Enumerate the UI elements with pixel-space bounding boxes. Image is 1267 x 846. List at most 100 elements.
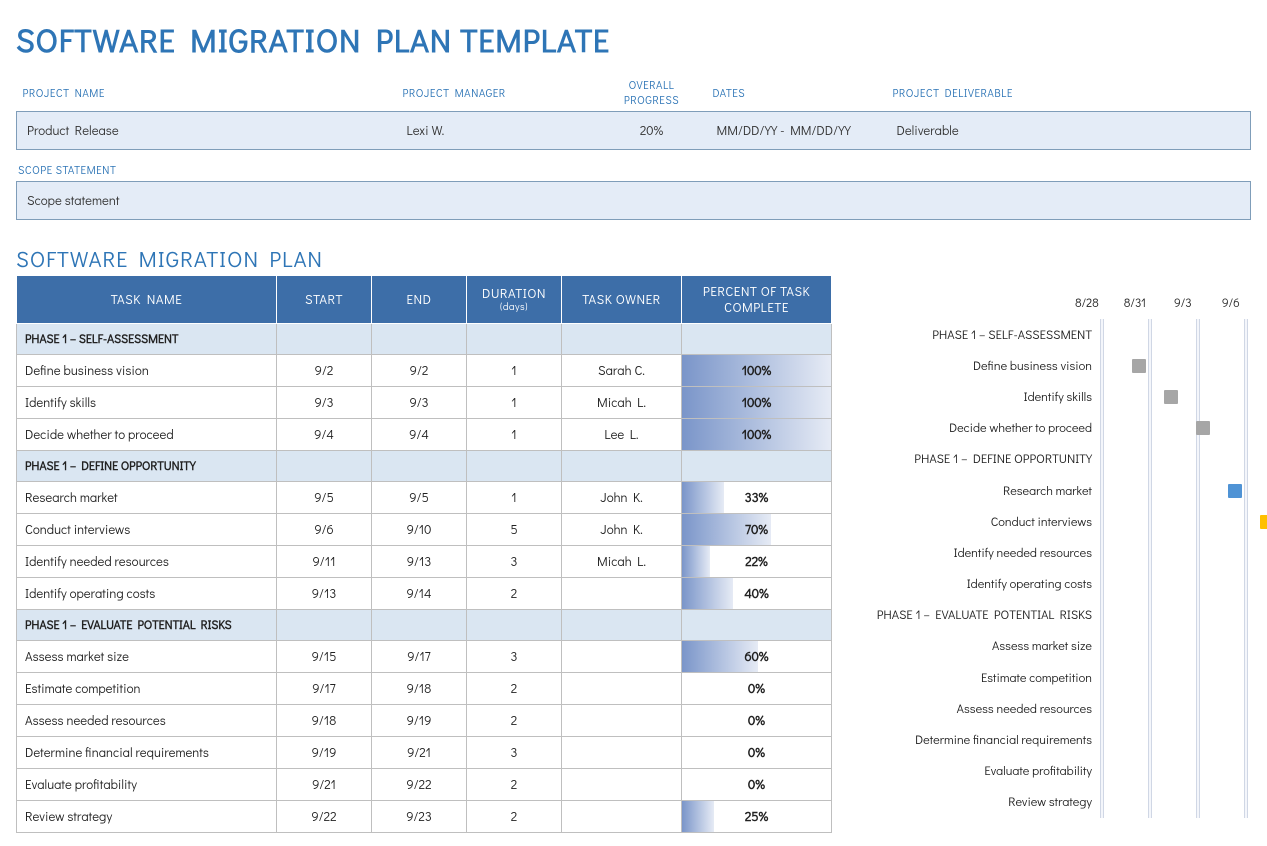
task-name-cell[interactable]: Estimate competition — [17, 673, 277, 705]
start-cell[interactable]: 9/17 — [277, 673, 372, 705]
end-cell[interactable]: 9/4 — [372, 419, 467, 451]
duration-cell[interactable]: 2 — [467, 673, 562, 705]
table-row[interactable]: Research market9/59/51John K.33% — [17, 482, 832, 514]
col-end[interactable]: END — [372, 276, 467, 324]
percent-complete-cell[interactable]: 0% — [682, 737, 832, 769]
owner-cell[interactable] — [562, 769, 682, 801]
owner-cell[interactable]: Lee L. — [562, 419, 682, 451]
start-cell[interactable]: 9/3 — [277, 387, 372, 419]
percent-complete-cell[interactable]: 0% — [682, 673, 832, 705]
meta-project-manager[interactable]: Lexi W. — [397, 112, 597, 150]
gantt-bar[interactable] — [1196, 421, 1210, 435]
percent-complete-cell[interactable]: 100% — [682, 387, 832, 419]
table-row[interactable]: Determine financial requirements9/199/21… — [17, 737, 832, 769]
col-task-name[interactable]: TASK NAME — [17, 276, 277, 324]
task-name-cell[interactable]: Evaluate profitability — [17, 769, 277, 801]
task-name-cell[interactable]: Determine financial requirements — [17, 737, 277, 769]
table-row[interactable]: Decide whether to proceed9/49/41Lee L.10… — [17, 419, 832, 451]
table-row[interactable]: Assess needed resources9/189/1920% — [17, 705, 832, 737]
table-row[interactable]: Identify operating costs9/139/14240% — [17, 578, 832, 610]
col-percent[interactable]: PERCENT OF TASK COMPLETE — [682, 276, 832, 324]
percent-complete-cell[interactable]: 70% — [682, 514, 832, 546]
percent-complete-cell[interactable]: 33% — [682, 482, 832, 514]
duration-cell[interactable]: 1 — [467, 419, 562, 451]
duration-cell[interactable]: 1 — [467, 387, 562, 419]
start-cell[interactable]: 9/2 — [277, 355, 372, 387]
gantt-bar[interactable] — [1228, 484, 1242, 498]
table-row[interactable]: Identify skills9/39/31Micah L.100% — [17, 387, 832, 419]
start-cell[interactable]: 9/15 — [277, 641, 372, 673]
duration-cell[interactable]: 3 — [467, 546, 562, 578]
table-row[interactable]: Evaluate profitability9/219/222 0% — [17, 769, 832, 801]
task-name-cell[interactable]: Define business vision — [17, 355, 277, 387]
task-name-cell[interactable]: Conduct interviews — [17, 514, 277, 546]
phase-row[interactable]: PHASE 1 – SELF-ASSESSMENT — [17, 324, 832, 355]
table-row[interactable]: Identify needed resources9/119/133Micah … — [17, 546, 832, 578]
end-cell[interactable]: 9/5 — [372, 482, 467, 514]
end-cell[interactable]: 9/14 — [372, 578, 467, 610]
end-cell[interactable]: 9/13 — [372, 546, 467, 578]
duration-cell[interactable]: 2 — [467, 769, 562, 801]
owner-cell[interactable]: Micah L. — [562, 387, 682, 419]
start-cell[interactable]: 9/5 — [277, 482, 372, 514]
percent-complete-cell[interactable]: 60% — [682, 641, 832, 673]
meta-overall-progress[interactable]: 20% — [597, 112, 707, 150]
task-name-cell[interactable]: Research market — [17, 482, 277, 514]
owner-cell[interactable] — [562, 673, 682, 705]
percent-complete-cell[interactable]: 100% — [682, 419, 832, 451]
end-cell[interactable]: 9/3 — [372, 387, 467, 419]
table-row[interactable]: Estimate competition9/179/1820% — [17, 673, 832, 705]
owner-cell[interactable]: John K. — [562, 514, 682, 546]
percent-complete-cell[interactable]: 0% — [682, 769, 832, 801]
gantt-bar[interactable] — [1260, 515, 1267, 529]
owner-cell[interactable] — [562, 578, 682, 610]
start-cell[interactable]: 9/13 — [277, 578, 372, 610]
phase-row[interactable]: PHASE 1 – DEFINE OPPORTUNITY — [17, 451, 832, 482]
task-name-cell[interactable]: Review strategy — [17, 801, 277, 833]
task-name-cell[interactable]: Assess market size — [17, 641, 277, 673]
duration-cell[interactable]: 2 — [467, 705, 562, 737]
meta-deliverable[interactable]: Deliverable — [887, 112, 1251, 150]
owner-cell[interactable]: John K. — [562, 482, 682, 514]
task-name-cell[interactable]: Assess needed resources — [17, 705, 277, 737]
start-cell[interactable]: 9/19 — [277, 737, 372, 769]
percent-complete-cell[interactable]: 25% — [682, 801, 832, 833]
end-cell[interactable]: 9/17 — [372, 641, 467, 673]
task-name-cell[interactable]: Decide whether to proceed — [17, 419, 277, 451]
percent-complete-cell[interactable]: 0% — [682, 705, 832, 737]
table-row[interactable]: Review strategy9/229/23225% — [17, 801, 832, 833]
start-cell[interactable]: 9/6 — [277, 514, 372, 546]
owner-cell[interactable] — [562, 641, 682, 673]
end-cell[interactable]: 9/22 — [372, 769, 467, 801]
duration-cell[interactable]: 2 — [467, 801, 562, 833]
task-name-cell[interactable]: Identify skills — [17, 387, 277, 419]
owner-cell[interactable] — [562, 737, 682, 769]
task-name-cell[interactable]: Identify needed resources — [17, 546, 277, 578]
table-row[interactable]: Assess market size9/159/173 60% — [17, 641, 832, 673]
start-cell[interactable]: 9/21 — [277, 769, 372, 801]
gantt-bar[interactable] — [1164, 390, 1178, 404]
start-cell[interactable]: 9/4 — [277, 419, 372, 451]
gantt-bar[interactable] — [1132, 359, 1146, 373]
duration-cell[interactable]: 1 — [467, 482, 562, 514]
col-start[interactable]: START — [277, 276, 372, 324]
percent-complete-cell[interactable]: 100% — [682, 355, 832, 387]
end-cell[interactable]: 9/2 — [372, 355, 467, 387]
duration-cell[interactable]: 2 — [467, 578, 562, 610]
end-cell[interactable]: 9/10 — [372, 514, 467, 546]
end-cell[interactable]: 9/21 — [372, 737, 467, 769]
meta-project-name[interactable]: Product Release — [17, 112, 397, 150]
owner-cell[interactable]: Micah L. — [562, 546, 682, 578]
duration-cell[interactable]: 3 — [467, 641, 562, 673]
col-duration[interactable]: DURATION (days) — [467, 276, 562, 324]
task-name-cell[interactable]: Identify operating costs — [17, 578, 277, 610]
owner-cell[interactable] — [562, 801, 682, 833]
start-cell[interactable]: 9/18 — [277, 705, 372, 737]
table-row[interactable]: Conduct interviews9/69/105John K.70% — [17, 514, 832, 546]
end-cell[interactable]: 9/23 — [372, 801, 467, 833]
start-cell[interactable]: 9/11 — [277, 546, 372, 578]
table-row[interactable]: Define business vision9/29/21Sarah C.100… — [17, 355, 832, 387]
col-owner[interactable]: TASK OWNER — [562, 276, 682, 324]
phase-row[interactable]: PHASE 1 – EVALUATE POTENTIAL RISKS — [17, 610, 832, 641]
meta-dates[interactable]: MM/DD/YY - MM/DD/YY — [707, 112, 887, 150]
